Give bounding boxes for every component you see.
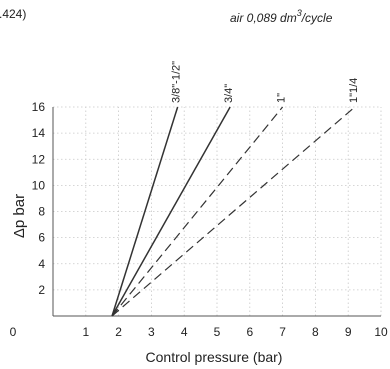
grid: [53, 106, 382, 316]
x-tick-label: 5: [214, 325, 221, 339]
series-line: [111, 106, 284, 317]
x-tick-label: 4: [181, 325, 188, 339]
axes: [52, 107, 381, 317]
x-axis-title: Control pressure (bar): [146, 349, 283, 365]
y-tick-label: 10: [32, 178, 46, 192]
series-label: 3/4": [223, 84, 235, 103]
chart-subtitle: air 0,089 dm3/cycle: [230, 8, 333, 25]
x-tick-label: 2: [115, 325, 122, 339]
x-tick-label: 0: [10, 325, 17, 339]
y-tick-label: 6: [38, 231, 45, 245]
series-label: 3/8"-1/2": [171, 61, 183, 103]
header-fragment: .424): [0, 7, 26, 21]
x-tick-label: 7: [279, 325, 286, 339]
y-tick-label: 2: [38, 283, 45, 297]
x-tick-label: 3: [148, 325, 155, 339]
series-labels: 3/8"-1/2" 3/4" 1" 1"1/4: [171, 61, 360, 103]
subtitle-sup: 3: [297, 8, 302, 18]
y-tick-label: 16: [32, 100, 46, 114]
series-lines: [111, 106, 356, 317]
x-tick-label: 1: [82, 325, 89, 339]
series-line: [111, 106, 356, 317]
x-tick-label: 10: [374, 325, 388, 339]
subtitle-prefix: air 0,089 dm: [230, 11, 297, 25]
series-label: 1"1/4: [348, 78, 360, 103]
y-tick-label: 8: [38, 205, 45, 219]
y-tick-label: 12: [32, 152, 46, 166]
series-line: [111, 106, 179, 317]
y-tick-label: 4: [38, 257, 45, 271]
series-line: [111, 106, 231, 317]
x-tick-label: 8: [312, 325, 319, 339]
y-axis-title: Δp bar: [11, 194, 28, 238]
series-label: 1": [276, 93, 288, 103]
x-tick-label: 9: [345, 325, 352, 339]
y-tick-label: 14: [32, 126, 46, 140]
x-tick-label: 6: [246, 325, 253, 339]
subtitle-suffix: /cycle: [301, 11, 333, 25]
